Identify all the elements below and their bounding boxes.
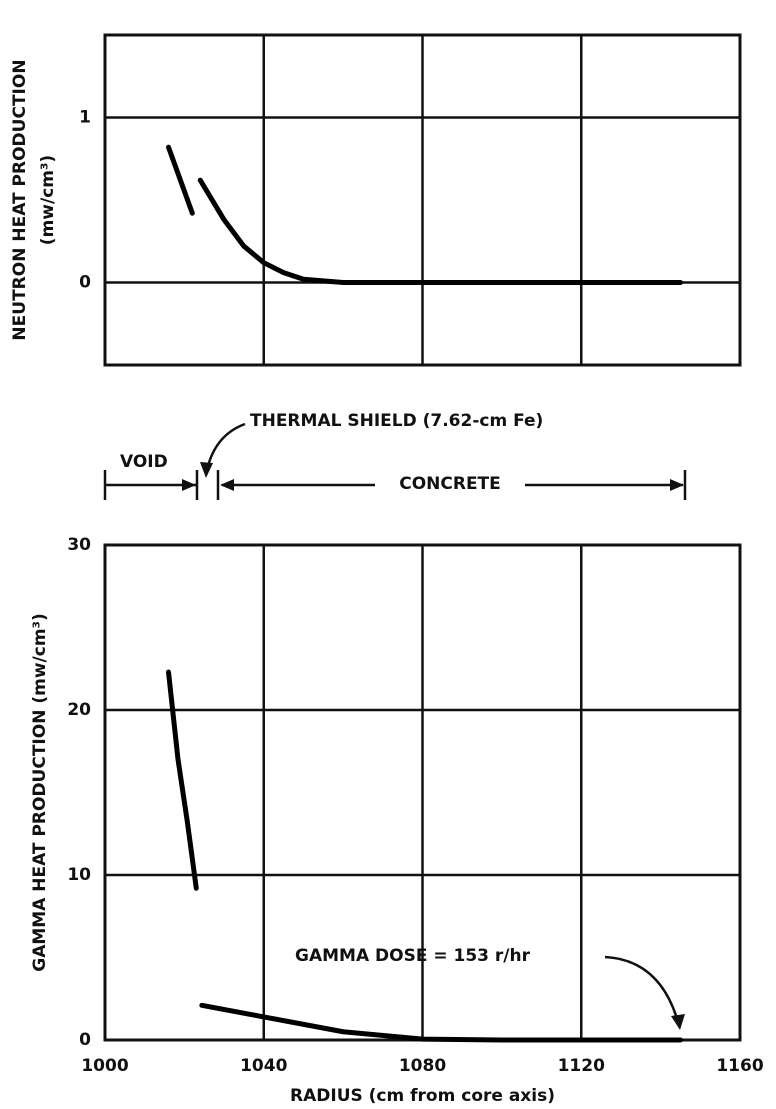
y-axis-label: (mw/cm³) [38,155,58,245]
arrow-head [200,462,213,478]
y-tick-label: 0 [79,273,91,293]
arrow-head [671,1014,685,1030]
annotation: CONCRETE [399,474,501,494]
data-line [166,669,683,1043]
region-markers [103,422,687,1030]
data-line [166,144,683,285]
x-tick-label: 1120 [558,1056,605,1076]
x-axis-label: RADIUS (cm from core axis) [290,1086,555,1106]
x-tick-label: 1080 [399,1056,446,1076]
y-tick-label: 0 [79,1030,91,1050]
y-axis-label: GAMMA HEAT PRODUCTION (mw/cm³) [30,613,50,972]
dose-arrow [604,955,680,1023]
x-tick-label: 1040 [240,1056,287,1076]
annotation: VOID [120,452,168,472]
arrow-head [220,479,234,491]
y-tick-label: 20 [67,700,91,720]
x-tick-label: 1000 [81,1056,128,1076]
arrow-head [670,479,684,491]
y-tick-label: 10 [67,865,91,885]
y-axis-label: NEUTRON HEAT PRODUCTION [10,59,30,340]
y-tick-label: 30 [67,535,91,555]
x-tick-label: 1160 [716,1056,763,1076]
arrow-head [182,479,196,491]
annotation: GAMMA DOSE = 153 r/hr [295,946,531,966]
annotation: THERMAL SHIELD (7.62-cm Fe) [250,411,543,431]
y-tick-label: 1 [79,108,91,128]
